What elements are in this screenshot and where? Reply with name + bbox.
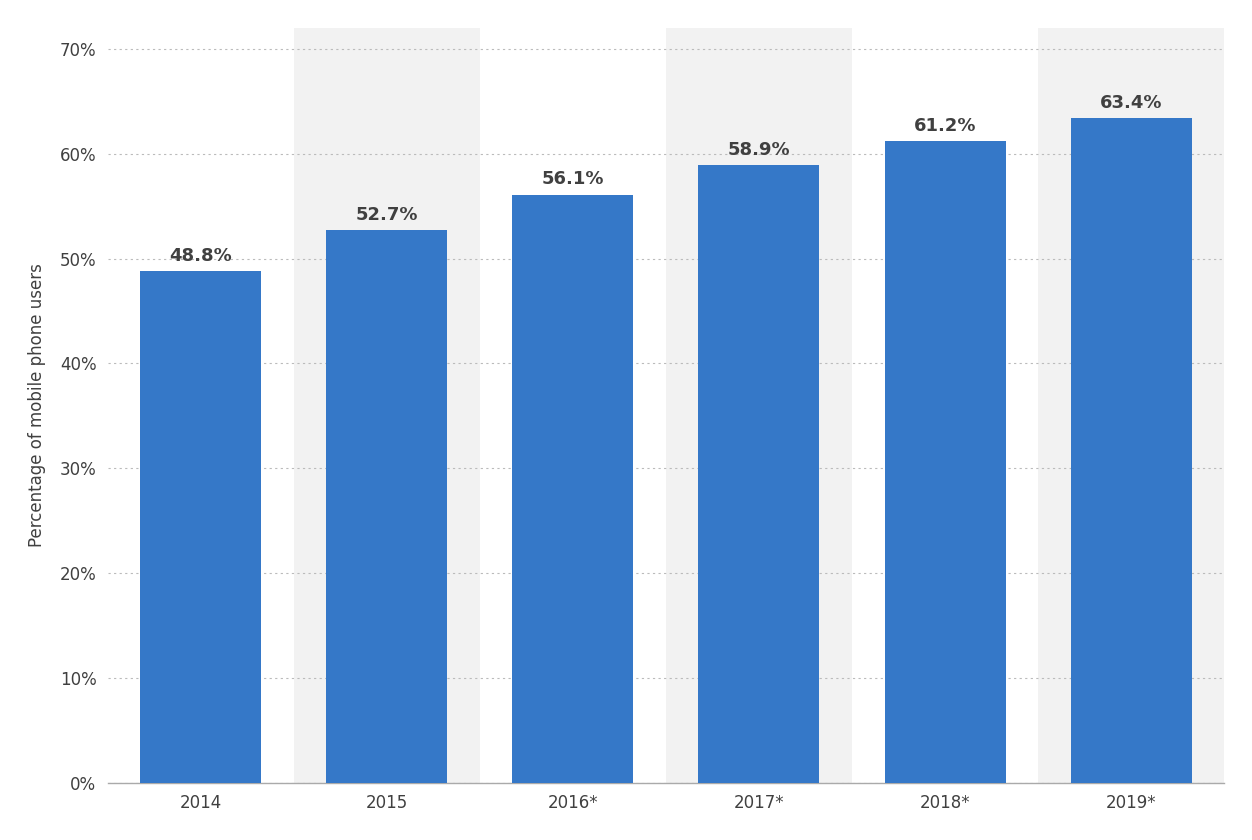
Text: 56.1%: 56.1% (542, 171, 603, 188)
Bar (1038, 28, 1224, 783)
Bar (666, 28, 853, 783)
Bar (327, 230, 447, 783)
Bar (294, 28, 480, 783)
Text: 52.7%: 52.7% (356, 206, 418, 224)
Text: 61.2%: 61.2% (914, 117, 977, 134)
Bar (512, 195, 634, 783)
Y-axis label: Percentage of mobile phone users: Percentage of mobile phone users (28, 264, 46, 548)
Text: 48.8%: 48.8% (169, 247, 232, 265)
Text: 63.4%: 63.4% (1101, 94, 1162, 112)
Bar (885, 141, 1005, 783)
Bar (140, 271, 262, 783)
Bar (699, 165, 819, 783)
Text: 58.9%: 58.9% (727, 141, 790, 159)
Bar (1070, 118, 1192, 783)
